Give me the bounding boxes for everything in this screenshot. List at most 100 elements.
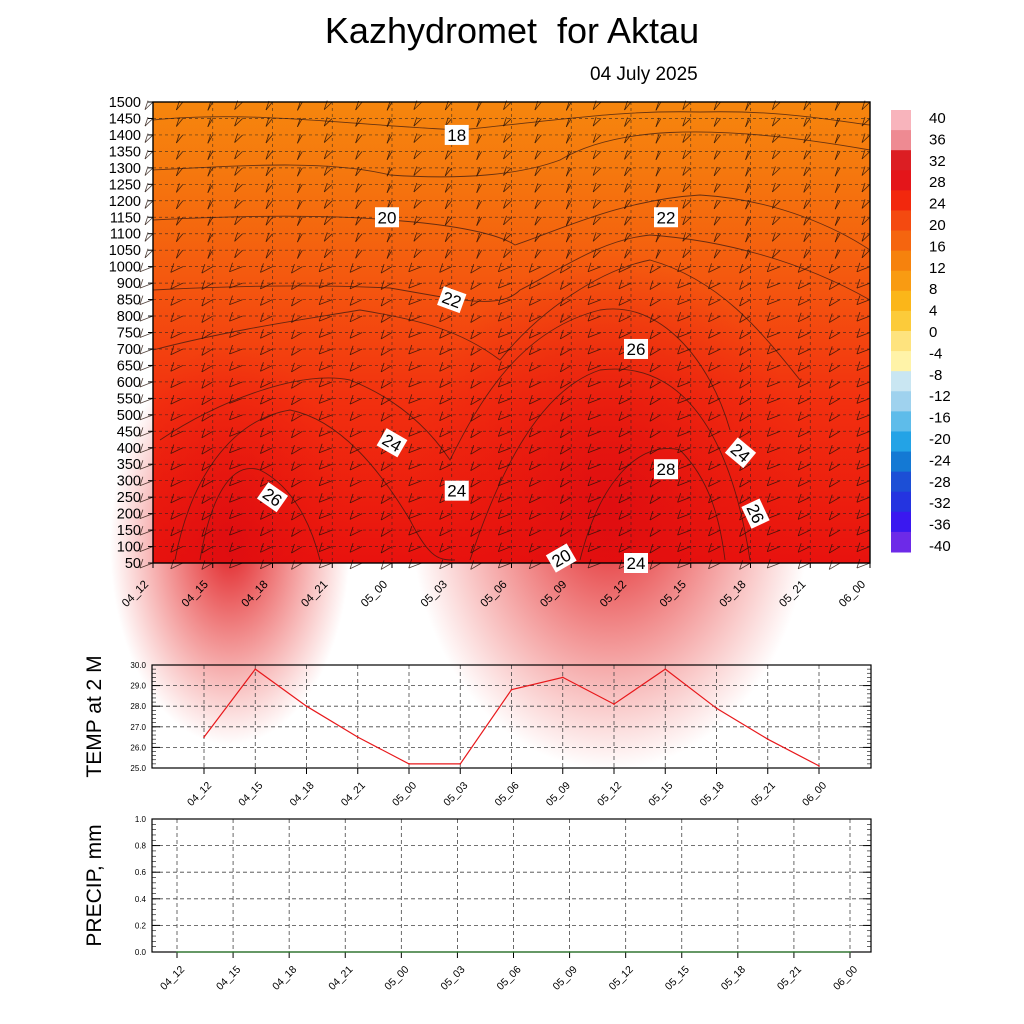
wind-barb	[708, 463, 721, 471]
wind-barb	[349, 266, 363, 273]
wind-barb-feather	[170, 362, 175, 372]
y-tick-label: 27.0	[130, 723, 146, 732]
wind-barb-feather	[355, 183, 359, 193]
wind-barb	[649, 266, 662, 274]
wind-barb	[587, 463, 602, 470]
wind-barb-feather	[260, 312, 264, 322]
wind-barb	[176, 151, 184, 160]
wind-barb-feather	[260, 526, 264, 536]
wind-barb-feather	[476, 117, 481, 127]
x-tick-label: 05_15	[646, 780, 675, 809]
x-tick-label: 05_21	[749, 780, 778, 809]
wind-barb-feather	[528, 477, 533, 487]
wind-barb	[349, 529, 363, 537]
wind-barb-feather	[207, 150, 212, 160]
wind-barb-feather	[618, 444, 623, 454]
wind-barb	[318, 315, 333, 322]
wind-barb	[803, 184, 811, 193]
wind-barb	[144, 249, 154, 259]
wind-barb-feather	[766, 262, 771, 272]
wind-barb	[618, 529, 632, 537]
contour-line-2	[152, 194, 871, 251]
wind-barb-feather	[559, 461, 564, 471]
wind-barb-feather	[828, 560, 833, 570]
colorbar-swatch	[891, 290, 911, 312]
contour-label: 26	[741, 498, 770, 529]
wind-barb	[798, 513, 811, 520]
wind-barb-feather	[682, 149, 687, 160]
wind-barb-feather	[139, 394, 144, 404]
wind-barb	[856, 348, 871, 355]
wind-barb	[529, 447, 542, 454]
wind-barb-feather	[649, 543, 654, 554]
wind-barb	[349, 562, 363, 570]
wind-barb	[229, 480, 243, 487]
wind-barb	[444, 200, 453, 210]
x-tick-label: 05_06	[494, 964, 523, 993]
wind-barb-feather	[349, 329, 354, 339]
wind-barb-feather	[408, 509, 413, 519]
wind-barb-feather	[260, 329, 264, 339]
wind-barb	[861, 151, 871, 160]
y-tick-label: 1150	[110, 210, 141, 226]
wind-barb-feather	[349, 378, 354, 388]
wind-barb	[291, 348, 303, 356]
wind-barb-feather	[380, 346, 385, 356]
wind-barb-feather	[745, 134, 749, 144]
wind-barb	[708, 496, 721, 504]
wind-barb	[803, 134, 811, 144]
wind-barb	[201, 332, 213, 340]
wind-barb	[234, 151, 243, 160]
wind-barb	[618, 463, 632, 471]
wind-barb-feather	[828, 280, 833, 290]
wind-barb	[144, 200, 154, 209]
wind-barb	[291, 496, 303, 504]
wind-barb	[229, 332, 243, 338]
wind-barb-feather	[139, 427, 144, 437]
wind-barb-feather	[170, 312, 175, 322]
wind-barb	[829, 546, 841, 554]
wind-barb-feather	[265, 166, 270, 177]
wind-barb-feather	[380, 379, 385, 389]
wind-barb	[861, 101, 871, 110]
wind-barb-feather	[260, 296, 264, 306]
wind-barb-feather	[856, 476, 861, 486]
wind-barb-feather	[708, 493, 712, 504]
wind-barb	[413, 249, 423, 259]
wind-barb	[498, 315, 512, 322]
wind-barb	[560, 332, 572, 340]
wind-barb	[767, 414, 781, 421]
contour-label-box	[444, 124, 469, 145]
wind-barb-feather	[439, 329, 444, 339]
wind-barb-feather	[170, 444, 175, 454]
wind-barb	[439, 562, 452, 570]
wind-barb	[265, 134, 273, 144]
wind-barb-feather	[649, 461, 654, 471]
wind-barb-feather	[745, 101, 749, 111]
wind-barb	[470, 299, 482, 307]
wind-barb-feather	[861, 149, 866, 160]
wind-barb-feather	[139, 509, 144, 519]
wind-barb-feather	[828, 263, 833, 274]
warm-core-left	[110, 345, 350, 745]
wind-barb-feather	[677, 311, 682, 322]
wind-barb	[170, 546, 184, 553]
wind-barb	[529, 430, 542, 438]
wind-barb-feather	[201, 346, 206, 356]
x-tick-label: 05_12	[607, 964, 636, 993]
wind-barb	[318, 546, 333, 552]
wind-barb	[470, 381, 482, 389]
wind-barb	[318, 365, 333, 371]
wind-barb	[560, 348, 572, 356]
wind-barb	[439, 365, 452, 372]
wind-barb-feather	[856, 311, 861, 322]
wind-barb-feather	[861, 116, 866, 127]
wind-barb-feather	[856, 443, 861, 453]
wind-barb-feather	[861, 248, 866, 258]
wind-barb-feather	[318, 328, 323, 338]
wind-barb	[408, 480, 423, 487]
wind-barb-feather	[708, 378, 712, 388]
wind-barb-feather	[528, 329, 533, 339]
wind-barb-feather	[713, 183, 718, 193]
y-tick-label: 0.6	[135, 868, 147, 877]
